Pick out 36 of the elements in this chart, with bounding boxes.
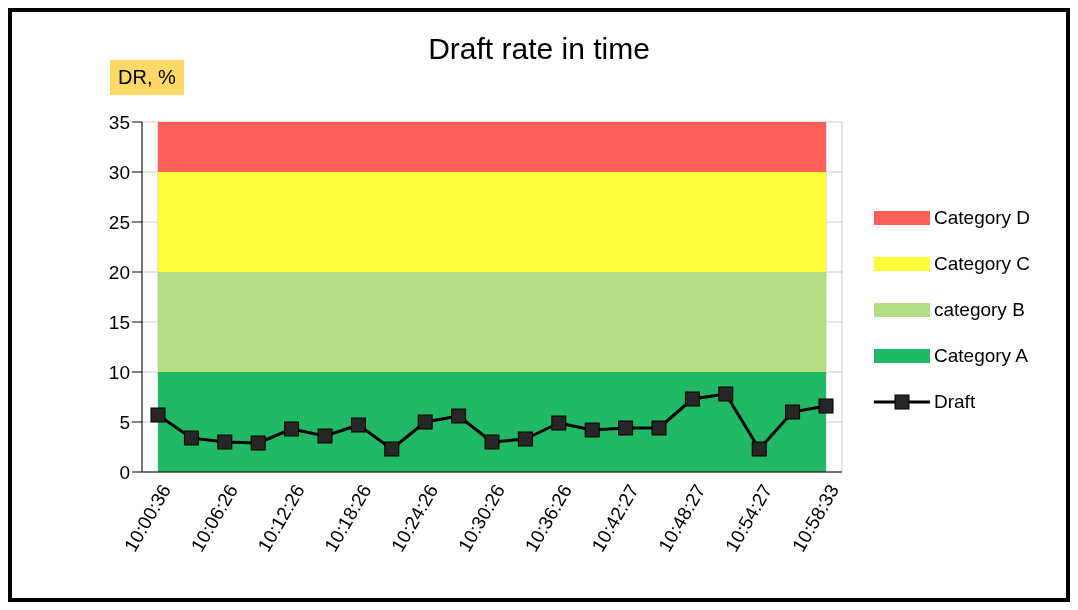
- point: [417, 414, 433, 430]
- legend-label: Category A: [934, 345, 1028, 367]
- point: [384, 441, 400, 457]
- point: [250, 435, 266, 451]
- y-tick-label: 35: [108, 111, 130, 133]
- chart-title: Draft rate in time: [427, 32, 651, 66]
- point: [651, 420, 667, 436]
- y-tick-label: 25: [108, 211, 130, 233]
- point: [718, 386, 734, 402]
- point: [551, 415, 567, 431]
- legend-label: category B: [934, 299, 1025, 321]
- point: [317, 428, 333, 444]
- point: [484, 434, 500, 450]
- point: [350, 417, 366, 433]
- y-axis-title: DR, %: [110, 60, 184, 95]
- point: [618, 420, 634, 436]
- point: [183, 430, 199, 446]
- y-tick-label: 0: [119, 461, 130, 483]
- point: [217, 434, 233, 450]
- point: [684, 391, 700, 407]
- point: [818, 398, 834, 414]
- point: [751, 441, 767, 457]
- point: [284, 421, 300, 437]
- legend-label: Category D: [934, 207, 1031, 229]
- y-tick-label: 5: [119, 411, 130, 433]
- legend-label: Draft: [934, 391, 976, 413]
- y-tick-label: 20: [108, 261, 130, 283]
- y-tick-label: 10: [108, 361, 130, 383]
- point: [785, 404, 801, 420]
- legend-label: Category C: [934, 253, 1031, 275]
- point: [150, 407, 166, 423]
- point: [451, 408, 467, 424]
- point: [517, 431, 533, 447]
- point: [584, 422, 600, 438]
- y-tick-label: 15: [108, 311, 130, 333]
- y-tick-label: 30: [108, 161, 130, 183]
